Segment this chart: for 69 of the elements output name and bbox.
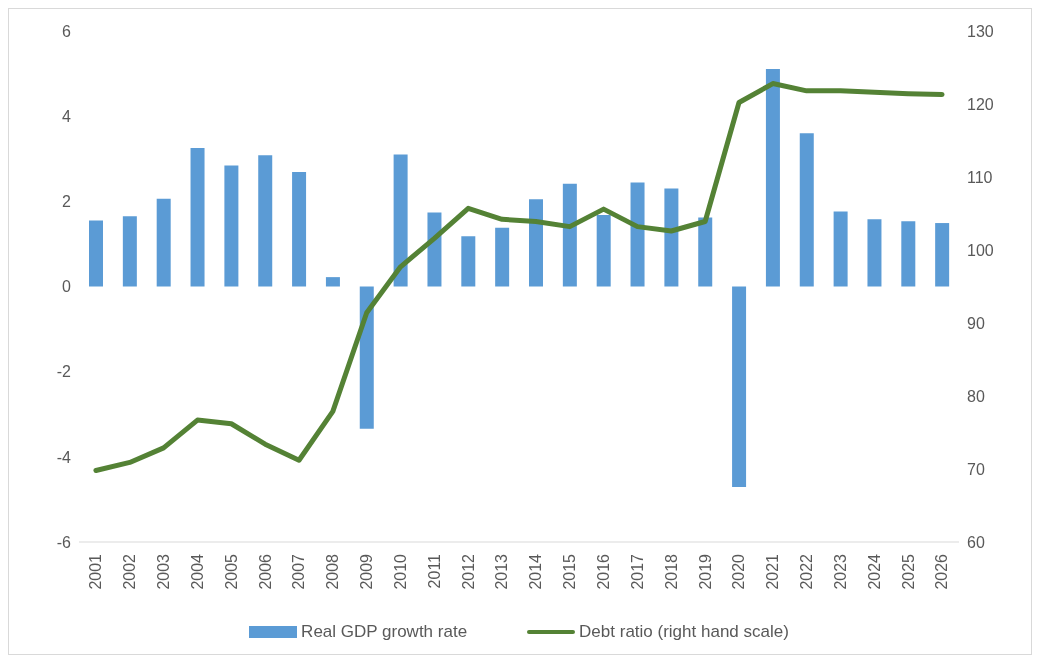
x-tick-label: 2011 xyxy=(425,553,443,589)
y2-tick-label: 100 xyxy=(967,241,994,259)
x-tick-label: 2001 xyxy=(87,553,105,590)
legend-label: Debt ratio (right hand scale) xyxy=(579,622,789,642)
bar xyxy=(190,148,205,287)
y2-tick-label: 120 xyxy=(967,95,994,113)
bar xyxy=(664,188,679,287)
bar xyxy=(901,221,916,287)
bar xyxy=(359,286,374,429)
bar xyxy=(258,155,273,287)
y-tick-label: 0 xyxy=(62,278,72,296)
bar xyxy=(325,277,340,287)
y2-tick-label: 130 xyxy=(967,22,994,40)
x-tick-label: 2013 xyxy=(493,553,511,590)
y-tick-label: -6 xyxy=(56,533,72,551)
x-tick-label: 2020 xyxy=(730,553,748,590)
bar xyxy=(630,182,645,287)
y-tick-label: 2 xyxy=(62,193,72,211)
y-tick-label: 4 xyxy=(62,107,72,125)
x-tick-label: 2023 xyxy=(831,553,849,590)
y-tick-label: 6 xyxy=(62,22,72,40)
x-tick-label: 2010 xyxy=(391,553,409,590)
x-tick-label: 2018 xyxy=(662,553,680,590)
x-tick-label: 2014 xyxy=(527,553,545,590)
y2-tick-label: 60 xyxy=(967,533,985,551)
bar xyxy=(799,133,814,287)
bar xyxy=(156,198,171,287)
x-tick-label: 2008 xyxy=(324,553,342,590)
x-tick-label: 2005 xyxy=(222,553,240,590)
x-tick-label: 2016 xyxy=(594,553,612,590)
x-tick-label: 2012 xyxy=(459,553,477,590)
legend-label: Real GDP growth rate xyxy=(301,622,468,642)
bar xyxy=(833,211,848,287)
bar xyxy=(427,212,442,287)
x-tick-label: 2007 xyxy=(290,553,308,590)
bar xyxy=(935,223,950,287)
y2-tick-label: 110 xyxy=(967,168,993,186)
x-tick-label: 2022 xyxy=(798,553,816,590)
bar xyxy=(495,227,510,287)
x-tick-label: 2025 xyxy=(899,553,917,590)
y2-tick-label: 90 xyxy=(967,314,985,332)
x-tick-label: 2021 xyxy=(764,553,782,590)
bar xyxy=(867,219,882,287)
bar xyxy=(393,154,408,287)
x-tick-label: 2009 xyxy=(358,553,376,590)
bar xyxy=(224,165,239,287)
bar xyxy=(461,236,476,287)
bar xyxy=(698,217,713,287)
bar xyxy=(89,220,103,287)
bar xyxy=(529,199,543,287)
x-tick-label: 2004 xyxy=(188,553,206,590)
bar xyxy=(732,286,747,488)
x-tick-label: 2015 xyxy=(561,553,579,590)
x-tick-label: 2017 xyxy=(628,553,646,590)
y2-tick-label: 80 xyxy=(967,387,985,405)
y2-tick-label: 70 xyxy=(967,460,985,478)
bar xyxy=(596,214,611,287)
x-tick-label: 2006 xyxy=(256,553,274,590)
y-tick-label: -4 xyxy=(56,448,72,466)
y-tick-label: -2 xyxy=(56,363,72,381)
x-tick-label: 2003 xyxy=(154,553,172,590)
x-tick-label: 2026 xyxy=(933,553,951,590)
bar xyxy=(122,216,137,287)
bar xyxy=(562,183,577,287)
bar xyxy=(292,171,307,287)
x-tick-label: 2002 xyxy=(121,553,139,590)
x-tick-label: 2024 xyxy=(865,553,883,590)
bar xyxy=(765,68,780,287)
x-tick-label: 2019 xyxy=(696,553,714,590)
